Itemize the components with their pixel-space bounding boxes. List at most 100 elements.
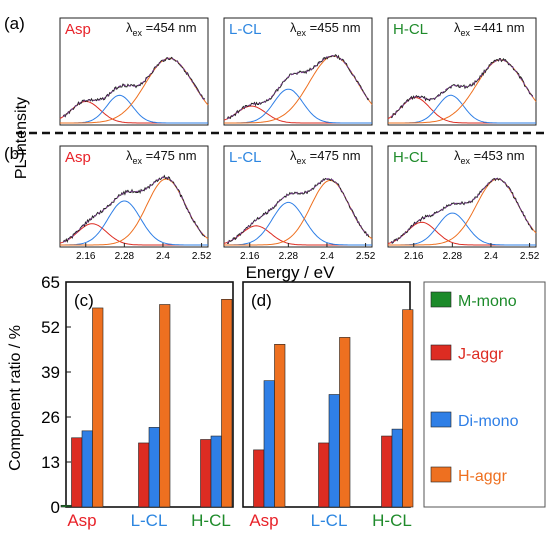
measured-spectrum: [390, 177, 534, 244]
category-label: L-CL: [311, 511, 348, 530]
pl-panel-1-2: H-CL λex =453 nm 2.16 2.28 2.4 2.52: [387, 145, 540, 262]
x-tick-label: 2.52: [356, 251, 376, 262]
bar-j-aggr-h-cl: [381, 435, 393, 508]
fit-curve-j-aggr: [387, 221, 536, 246]
legend-swatch-j-aggr: [430, 344, 452, 361]
sample-label: H-CL: [393, 21, 428, 38]
bar-di-mono-asp: [263, 380, 275, 508]
excitation-label: λex =454 nm: [126, 20, 197, 38]
fit-curve-h-aggr: [224, 55, 373, 124]
bar-h-aggr-h-cl: [221, 299, 233, 508]
legend-label: M-mono: [458, 293, 517, 310]
legend-label: J-aggr: [458, 346, 504, 363]
pl-panel-frame: [223, 17, 373, 126]
y-tick-label: 0: [51, 498, 60, 517]
bar-h-aggr-h-cl: [402, 309, 414, 508]
fit-curve-j-aggr: [387, 97, 536, 124]
sum-fit: [391, 178, 534, 243]
pl-spectra-panels: (a) Asp λex =454 nm L-CL λex =455 nm H-CL λex …: [4, 14, 540, 262]
fit-curve-j-aggr: [59, 223, 208, 246]
bar-j-aggr-asp: [71, 437, 83, 508]
fit-curve-di-mono: [60, 200, 208, 246]
pl-panel-1-0: Asp λex =475 nm 2.16 2.28 2.4 2.52: [59, 145, 212, 262]
fit-curve-di-mono: [388, 212, 536, 246]
measured-spectrum: [227, 177, 370, 244]
sample-label: L-CL: [229, 21, 262, 38]
fit-curve-h-aggr: [60, 178, 209, 246]
sum-fit: [62, 57, 206, 117]
category-label: Asp: [249, 511, 278, 530]
pl-panel-0-1: L-CL λex =455 nm: [223, 17, 373, 126]
bar-panel-c: (c) Asp L-CL H-CL 0 13 26 39 52 65: [41, 273, 234, 530]
x-axis-label-energy: Energy / eV: [246, 263, 335, 282]
pl-panel-frame: [223, 145, 373, 248]
y-tick-label: 26: [41, 408, 60, 427]
x-tick-label: 2.4: [320, 251, 334, 262]
pl-panel-frame: [59, 17, 209, 126]
sample-label: L-CL: [229, 149, 262, 166]
legend-swatch-di-mono: [430, 411, 452, 428]
y-tick-label: 39: [41, 363, 60, 382]
bar-j-aggr-asp: [253, 449, 265, 508]
x-tick-label: 2.52: [192, 251, 212, 262]
bar-panel-d: (d) Asp L-CL H-CL: [242, 281, 414, 530]
legend: M-mono J-aggr Di-mono H-aggr: [423, 281, 546, 508]
legend-swatch-m-mono: [430, 291, 452, 308]
category-label: H-CL: [191, 511, 231, 530]
excitation-label: λex =475 nm: [290, 148, 361, 166]
panel-label-1: (b): [4, 144, 25, 163]
sum-fit: [226, 55, 370, 120]
panel-label: (d): [251, 291, 272, 310]
x-tick-label: 2.28: [115, 251, 135, 262]
sum-fit: [390, 59, 534, 118]
fit-curve-di-mono: [224, 201, 372, 246]
sum-fit: [63, 176, 206, 243]
bar-h-aggr-l-cl: [339, 337, 351, 508]
y-axis-label-pl: PL intensity: [13, 97, 30, 179]
bar-h-aggr-asp: [274, 344, 286, 508]
fit-curve-di-mono: [60, 94, 208, 124]
fit-curve-h-aggr: [60, 57, 209, 124]
sample-label: Asp: [65, 149, 91, 166]
measured-spectrum: [390, 57, 534, 119]
x-tick-label: 2.28: [443, 251, 463, 262]
bar-di-mono-h-cl: [210, 435, 222, 508]
pl-panel-frame: [59, 145, 209, 248]
pl-panel-1-1: L-CL λex =475 nm 2.16 2.28 2.4 2.52: [223, 145, 376, 262]
excitation-label: λex =455 nm: [290, 20, 361, 38]
category-label: H-CL: [372, 511, 412, 530]
bar-j-aggr-h-cl: [200, 439, 212, 508]
legend-label: Di-mono: [458, 413, 519, 430]
excitation-label: λex =475 nm: [126, 148, 197, 166]
y-tick-label: 13: [41, 453, 60, 472]
x-tick-label: 2.4: [484, 251, 498, 262]
bar-di-mono-l-cl: [328, 394, 340, 508]
legend-frame: [423, 281, 546, 508]
bar-h-aggr-l-cl: [159, 304, 171, 508]
fit-curve-di-mono: [224, 88, 372, 124]
excitation-label: λex =453 nm: [454, 148, 525, 166]
fit-curve-h-aggr: [224, 179, 373, 246]
pl-panel-frame: [387, 17, 537, 126]
bar-j-aggr-l-cl: [318, 442, 330, 508]
y-axis-label-ratio: Component ratio / %: [7, 325, 24, 471]
measured-spectrum: [226, 54, 370, 120]
excitation-label: λex =441 nm: [454, 20, 525, 38]
category-label: L-CL: [131, 511, 168, 530]
pl-panel-frame: [387, 145, 537, 248]
fit-curve-j-aggr: [59, 101, 208, 124]
legend-swatch-h-aggr: [430, 466, 452, 483]
sum-fit: [227, 178, 370, 243]
x-tick-label: 2.16: [240, 251, 260, 262]
y-tick-label: 52: [41, 318, 60, 337]
component-ratio-panels: (c) Asp L-CL H-CL 0 13 26 39 52 65 (d) Asp L-CL H-CL: [41, 273, 414, 530]
x-tick-label: 2.16: [404, 251, 424, 262]
x-tick-label: 2.16: [76, 251, 96, 262]
bar-h-aggr-asp: [92, 307, 104, 508]
pl-panel-0-2: H-CL λex =441 nm: [387, 17, 537, 126]
bar-di-mono-h-cl: [391, 428, 403, 508]
x-tick-label: 2.4: [156, 251, 170, 262]
fit-curve-j-aggr: [223, 105, 372, 124]
y-tick-label: 65: [41, 273, 60, 292]
